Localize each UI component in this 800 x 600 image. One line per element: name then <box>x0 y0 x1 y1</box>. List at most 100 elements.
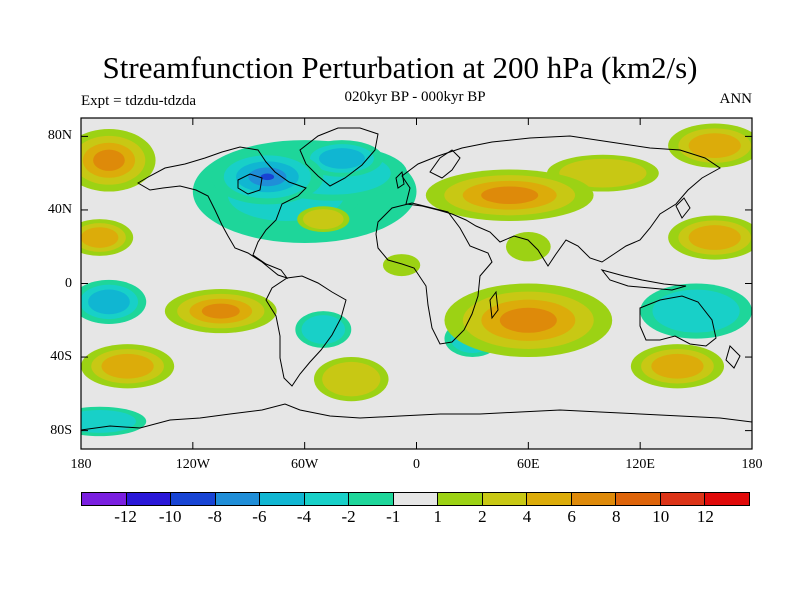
colorbar-box <box>304 493 350 505</box>
latitude-tick-label: 80N <box>47 128 72 144</box>
coast-scandinavia <box>429 149 461 179</box>
anomaly-contour-level <box>322 361 381 397</box>
colorbar-box <box>438 493 483 505</box>
colorbar-label: 2 <box>478 507 487 526</box>
coast-japan <box>675 197 691 219</box>
anomaly-contour-level <box>101 353 154 379</box>
anomaly-contour-level <box>652 289 740 333</box>
anomaly-arctic-ridge-east <box>668 123 752 168</box>
colorbar-label: 8 <box>611 507 621 526</box>
axis-ticks <box>80 118 753 449</box>
anomaly-contour-level <box>302 209 344 230</box>
anomaly-south-pacific-ridge <box>164 289 277 334</box>
anomaly-west-pacific-trough <box>640 283 752 339</box>
anomaly-contour-level <box>688 133 741 158</box>
anomaly-southern-ocean-ridge-west <box>81 344 175 389</box>
anomaly-contour-level <box>318 148 365 169</box>
coast-eurasia <box>401 135 721 267</box>
colorbar-box <box>171 493 216 505</box>
anomaly-eurasia-ridge <box>425 169 594 221</box>
coastlines <box>81 127 752 431</box>
colorbar-label: -1 <box>386 507 401 526</box>
anomaly-contour-level <box>382 254 421 277</box>
longitude-tick-label: 0 <box>413 457 420 472</box>
colorbar-label: -6 <box>252 507 267 526</box>
coast-indonesia <box>600 269 687 291</box>
colorbar-box <box>393 493 439 505</box>
colorbar <box>81 492 750 506</box>
anomaly-contour-level <box>499 307 557 333</box>
colorbar-label: -12 <box>114 507 137 526</box>
anomaly-south-america-trough <box>295 311 352 348</box>
colorbar-label: 10 <box>652 507 670 526</box>
colorbar-box <box>705 493 749 505</box>
anomaly-contours <box>81 123 752 437</box>
colorbar-box <box>349 493 394 505</box>
anomaly-contour-level <box>481 186 539 204</box>
colorbar-box <box>215 493 261 505</box>
experiment-label: Expt = tdzdu-tdzda <box>81 93 197 109</box>
coast-south-america <box>265 275 347 387</box>
colorbar-box <box>260 493 305 505</box>
anomaly-contour-level <box>81 409 136 433</box>
anomaly-contour-level <box>301 315 346 344</box>
anomaly-tropical-east-pacific-trough <box>81 279 147 324</box>
anomaly-north-pacific-subtropical-ridge <box>668 215 752 260</box>
colorbar-box <box>527 493 572 505</box>
longitude-tick-label: 60W <box>291 457 319 472</box>
anomaly-alaska-pacific-ridge <box>81 129 156 192</box>
longitude-tick-label: 60E <box>517 457 540 472</box>
colorbar-label: -2 <box>341 507 356 526</box>
longitude-tick-label: 180 <box>741 457 763 472</box>
coast-north-america <box>137 146 307 279</box>
anomaly-contour-level <box>505 232 551 262</box>
colorbar-box <box>482 493 528 505</box>
anomaly-east-pacific-subtropical-ridge <box>81 219 134 256</box>
longitude-tick-label: 180 <box>70 457 92 472</box>
coast-hudson-bay <box>237 173 263 195</box>
colorbar-label: 4 <box>522 507 532 526</box>
colorbar-label: -4 <box>296 507 312 526</box>
colorbar-label: -10 <box>158 507 182 526</box>
longitude-tick-label: 120E <box>625 457 655 472</box>
anomaly-arabian-ridge <box>505 232 551 262</box>
colorbar-box <box>616 493 661 505</box>
coast-antarctica <box>81 403 752 431</box>
anomaly-central-atlantic-ridge <box>297 206 350 233</box>
latitude-tick-label: 0 <box>65 275 72 291</box>
season-label: ANN <box>719 91 753 107</box>
latitude-tick-label: 80S <box>50 422 72 438</box>
coast-british-isles <box>395 170 405 189</box>
colorbar-label: 6 <box>567 507 576 526</box>
latitude-tick-label: 40N <box>47 201 72 217</box>
colorbar-box <box>571 493 617 505</box>
anomaly-contour-level <box>651 353 704 379</box>
anomaly-contour-level <box>81 227 119 248</box>
coast-new-zealand <box>725 345 741 369</box>
anomaly-south-indian-ridge <box>444 283 613 358</box>
colorbar-box <box>126 493 172 505</box>
anomaly-southern-ocean-ridge-east <box>630 344 725 389</box>
colorbar-label: -8 <box>207 507 222 526</box>
colorbar-label: 1 <box>433 507 443 526</box>
plot-title: Streamfunction Perturbation at 200 hPa (… <box>102 50 698 85</box>
anomaly-contour-level <box>688 225 741 250</box>
anomaly-contour-level <box>559 158 647 188</box>
plot-subtitle: 020kyr BP - 000kyr BP <box>344 89 486 105</box>
anomaly-north-atlantic-trough <box>300 140 383 177</box>
coast-africa <box>375 202 493 345</box>
anomaly-contour-level <box>93 149 125 171</box>
colorbar-box <box>82 493 127 505</box>
anomaly-south-atlantic-ridge <box>313 357 389 402</box>
anomaly-contour-level <box>88 289 130 315</box>
coast-greenland <box>299 127 379 187</box>
latitude-tick-label: 40S <box>50 349 72 365</box>
coast-madagascar <box>489 290 499 320</box>
anomaly-west-africa-ridge <box>382 254 421 277</box>
anomaly-contour-level <box>201 303 240 319</box>
anomaly-contour-level <box>260 173 275 181</box>
colorbar-box <box>660 493 706 505</box>
coast-australia <box>639 295 717 347</box>
colorbar-label: 12 <box>696 507 714 526</box>
